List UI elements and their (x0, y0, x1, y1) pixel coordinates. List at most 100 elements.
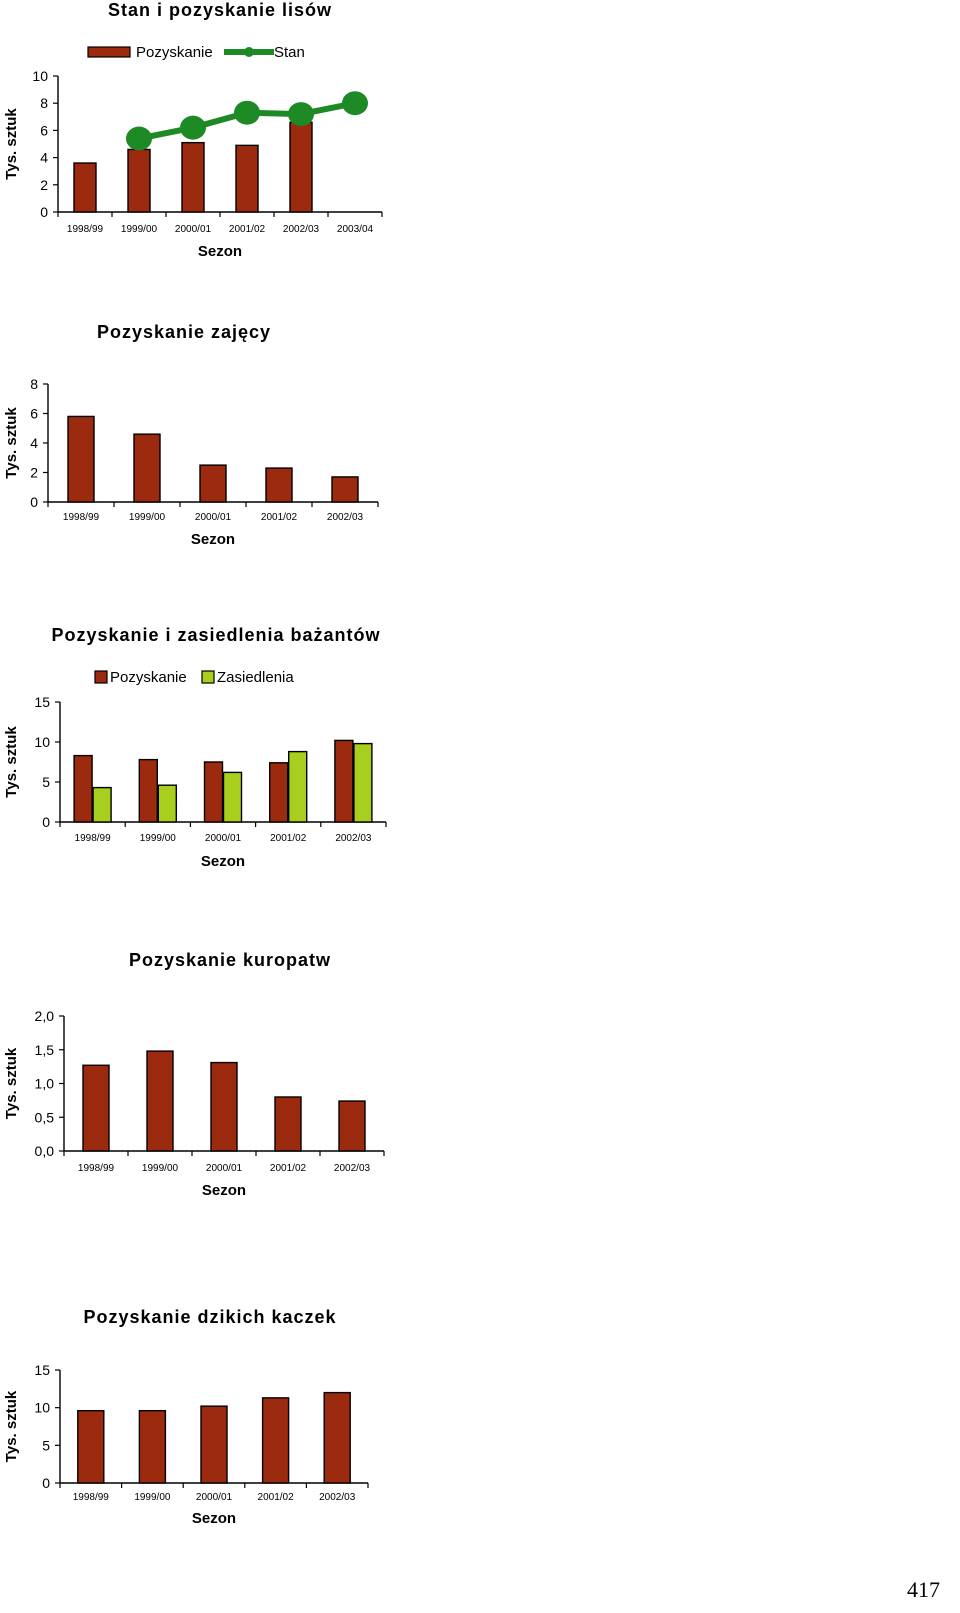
bar (274, 1096, 302, 1152)
chart-title: Pozyskanie i zasiedlenia bażantów (51, 625, 381, 645)
bar (157, 784, 178, 823)
y-tick-label: 10 (32, 68, 48, 84)
line-point (342, 91, 368, 116)
bar (92, 786, 112, 823)
bar (235, 144, 259, 213)
x-tick-label: 2000/01 (206, 1163, 243, 1174)
x-tick-label: 1998/99 (78, 1163, 115, 1174)
bar (289, 121, 313, 213)
chart-ducks: Pozyskanie dzikich kaczek 0 5 10 15 1998/99 1… (0, 1307, 420, 1547)
bar (73, 754, 93, 823)
x-axis-title: Sezon (192, 1510, 236, 1527)
y-tick-label: 6 (40, 122, 48, 138)
legend-label: Pozyskanie (136, 44, 213, 61)
x-axis-title: Sezon (201, 853, 245, 870)
x-tick-label: 1998/99 (63, 512, 100, 523)
line-point (126, 126, 152, 151)
legend-swatch (94, 670, 108, 684)
chart-partridges: Pozyskanie kuropatw 0,0 0,5 1,0 1,5 2,0 1998/… (0, 950, 420, 1210)
bar (331, 476, 359, 503)
chart-svg: 0 5 10 15 1998/99 1999/00 2000/01 2001/02 2002/0… (3, 1362, 369, 1527)
y-tick-label: 0 (30, 494, 38, 510)
y-tick-label: 0 (40, 204, 48, 220)
page-number: 417 (907, 1577, 940, 1602)
bar (288, 750, 308, 823)
y-axis-title: Tys. sztuk (3, 1047, 20, 1119)
bar (222, 771, 243, 823)
x-tick-label: 2001/02 (270, 1163, 307, 1174)
x-tick-label: 1998/99 (75, 833, 112, 844)
x-tick-label: 2000/01 (205, 833, 242, 844)
bar (338, 1100, 366, 1152)
x-tick-label: 2002/03 (319, 1492, 356, 1503)
y-tick-label: 2,0 (35, 1008, 55, 1024)
bar (73, 162, 97, 213)
x-tick-label: 1999/00 (142, 1163, 179, 1174)
bar (200, 1405, 228, 1484)
y-tick-label: 15 (34, 1362, 50, 1378)
x-tick-label: 2001/02 (261, 512, 298, 523)
y-tick-label: 2 (30, 465, 38, 481)
chart-foxes: Stan i pozyskanie lisów 0 2 4 6 8 10 1998/99 19… (0, 0, 420, 270)
line-point (288, 102, 314, 127)
y-tick-label: 2 (40, 177, 48, 193)
chart-svg: 0 2 4 6 8 10 1998/99 1999/00 2000/01 2001/02 2002/… (3, 44, 383, 260)
bar (323, 1391, 351, 1484)
chart-title: Pozyskanie zajęcy (96, 322, 272, 342)
line-point (234, 100, 260, 125)
chart-svg: 0 2 4 6 8 1998/99 1999/00 2000/01 2001/02 2002/03… (3, 376, 379, 548)
chart-hares: Pozyskanie zajęcy 0 2 4 6 8 1998/99 1999/00 200… (0, 322, 420, 562)
bar (82, 1064, 110, 1152)
chart-title: Pozyskanie dzikich kaczek (83, 1307, 337, 1327)
legend-swatch (244, 47, 254, 57)
y-tick-label: 0 (42, 1475, 50, 1491)
x-tick-label: 1999/00 (129, 512, 166, 523)
x-tick-label: 2000/01 (175, 224, 212, 235)
y-tick-label: 0,0 (35, 1143, 55, 1159)
line-point (180, 115, 206, 140)
x-tick-label: 1999/00 (140, 833, 177, 844)
x-tick-label: 1998/99 (73, 1492, 110, 1503)
bar (181, 141, 205, 213)
bar (210, 1061, 238, 1152)
bar (265, 467, 293, 503)
x-tick-label: 2001/02 (258, 1492, 295, 1503)
x-axis-title: Sezon (198, 243, 242, 260)
x-tick-label: 2002/03 (327, 512, 364, 523)
legend-label: Zasiedlenia (217, 669, 294, 686)
chart-svg: 0 5 10 15 1998/99 1999/00 2000/01 2001/02 2002/0… (3, 669, 387, 870)
x-tick-label: 2003/04 (337, 224, 374, 235)
y-axis-title: Tys. sztuk (3, 1390, 20, 1462)
bar (133, 433, 161, 503)
x-axis-title: Sezon (191, 531, 235, 548)
y-axis-title: Tys. sztuk (3, 726, 20, 798)
y-axis-title: Tys. sztuk (3, 108, 20, 180)
x-tick-label: 1999/00 (134, 1492, 171, 1503)
y-axis-title: Tys. sztuk (3, 407, 20, 479)
x-tick-label: 2000/01 (195, 512, 232, 523)
legend-label: Pozyskanie (110, 669, 187, 686)
y-tick-label: 1,5 (35, 1042, 55, 1058)
y-tick-label: 1,0 (35, 1076, 55, 1092)
x-tick-label: 2001/02 (270, 833, 307, 844)
y-tick-label: 4 (30, 435, 38, 451)
bar (138, 758, 159, 823)
bar (127, 148, 151, 213)
bar (199, 464, 227, 503)
y-tick-label: 6 (30, 406, 38, 422)
x-tick-label: 2002/03 (334, 1163, 371, 1174)
legend-label: Stan (274, 44, 305, 61)
bar (77, 1409, 105, 1484)
y-tick-label: 8 (40, 95, 48, 111)
x-tick-label: 2000/01 (196, 1492, 233, 1503)
chart-svg: 0,0 0,5 1,0 1,5 2,0 1998/99 1999/00 2000/01 2001… (3, 1008, 385, 1199)
x-tick-label: 2001/02 (229, 224, 266, 235)
x-tick-label: 1998/99 (67, 224, 104, 235)
bar (146, 1050, 174, 1152)
y-tick-label: 4 (40, 150, 48, 166)
y-tick-label: 8 (30, 376, 38, 392)
y-tick-label: 0 (42, 814, 50, 830)
bar (269, 762, 289, 823)
y-tick-label: 10 (34, 734, 50, 750)
bar (203, 761, 224, 823)
